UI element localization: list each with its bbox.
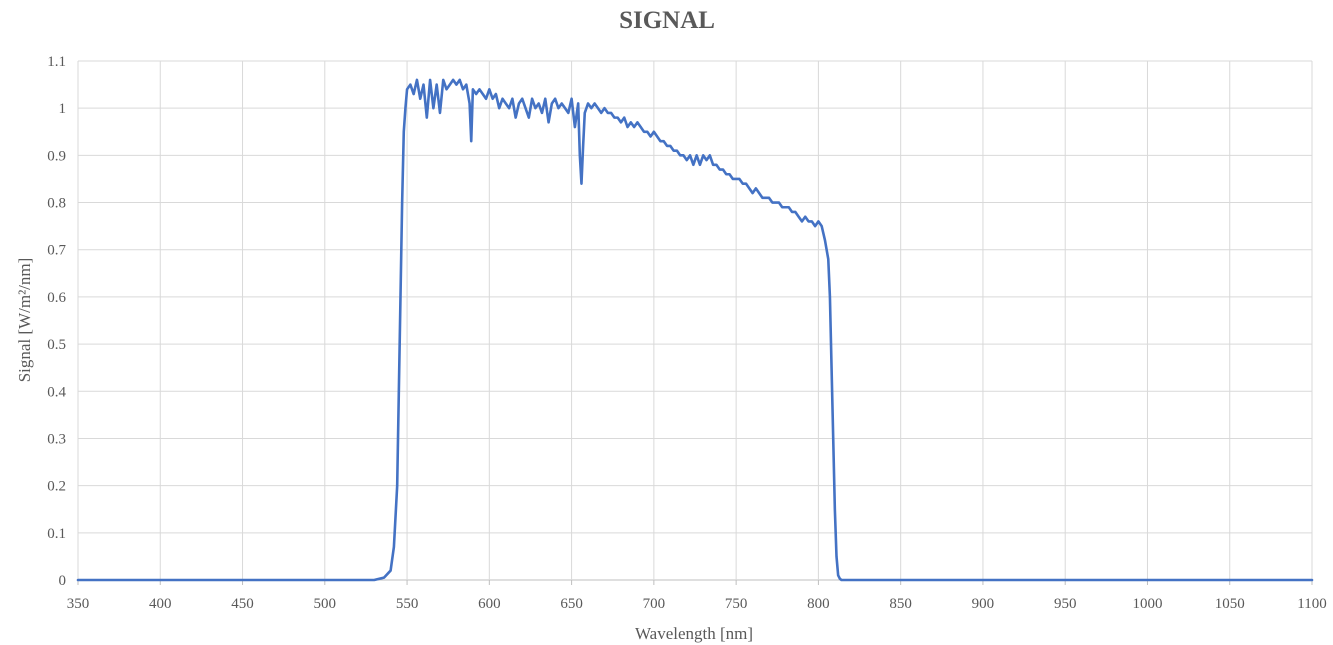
x-axis-label: Wavelength [nm] — [635, 624, 753, 643]
y-tick-label: 0.6 — [47, 290, 66, 306]
x-tick-label: 400 — [149, 596, 172, 612]
y-axis-ticks: 0 0.1 0.2 0.3 0.4 0.5 0.6 0.7 0.8 0.9 1 1.1 — [47, 54, 66, 589]
x-tick-label: 900 — [972, 596, 995, 612]
x-tick-label: 500 — [314, 596, 337, 612]
y-tick-label: 1 — [59, 101, 67, 117]
x-tick-label: 1000 — [1132, 596, 1162, 612]
x-tick-label: 700 — [643, 596, 666, 612]
y-axis-label: Signal [W/m²/nm] — [15, 258, 34, 383]
series-layer — [76, 78, 1314, 582]
y-tick-label: 0.1 — [47, 526, 66, 542]
y-tick-label: 0.4 — [47, 384, 66, 400]
x-tick-label: 1100 — [1297, 596, 1326, 612]
x-tick-label: 600 — [478, 596, 501, 612]
y-tick-label: 0.2 — [47, 479, 66, 495]
chart-title: SIGNAL — [619, 7, 715, 34]
y-tick-label: 0.3 — [47, 431, 66, 447]
y-tick-label: 0.9 — [47, 148, 66, 164]
x-tick-label: 550 — [396, 596, 419, 612]
x-tick-label: 950 — [1054, 596, 1077, 612]
x-tick-label: 350 — [67, 596, 90, 612]
x-tick-label: 1050 — [1215, 596, 1245, 612]
x-tick-label: 750 — [725, 596, 748, 612]
y-tick-label: 0.7 — [47, 243, 66, 259]
gridlines — [77, 60, 1313, 585]
x-tick-label: 650 — [560, 596, 583, 612]
x-tick-label: 450 — [231, 596, 254, 612]
x-axis-ticks: 350 400 450 500 550 600 650 700 750 800 850 900 950 1… — [67, 596, 1327, 612]
y-tick-label: 0 — [59, 573, 67, 589]
x-tick-label: 800 — [807, 596, 830, 612]
x-tick-label: 850 — [889, 596, 912, 612]
y-tick-label: 0.5 — [47, 337, 66, 353]
y-tick-label: 1.1 — [47, 54, 66, 70]
y-tick-label: 0.8 — [47, 196, 66, 212]
signal-series-line — [76, 78, 1314, 582]
